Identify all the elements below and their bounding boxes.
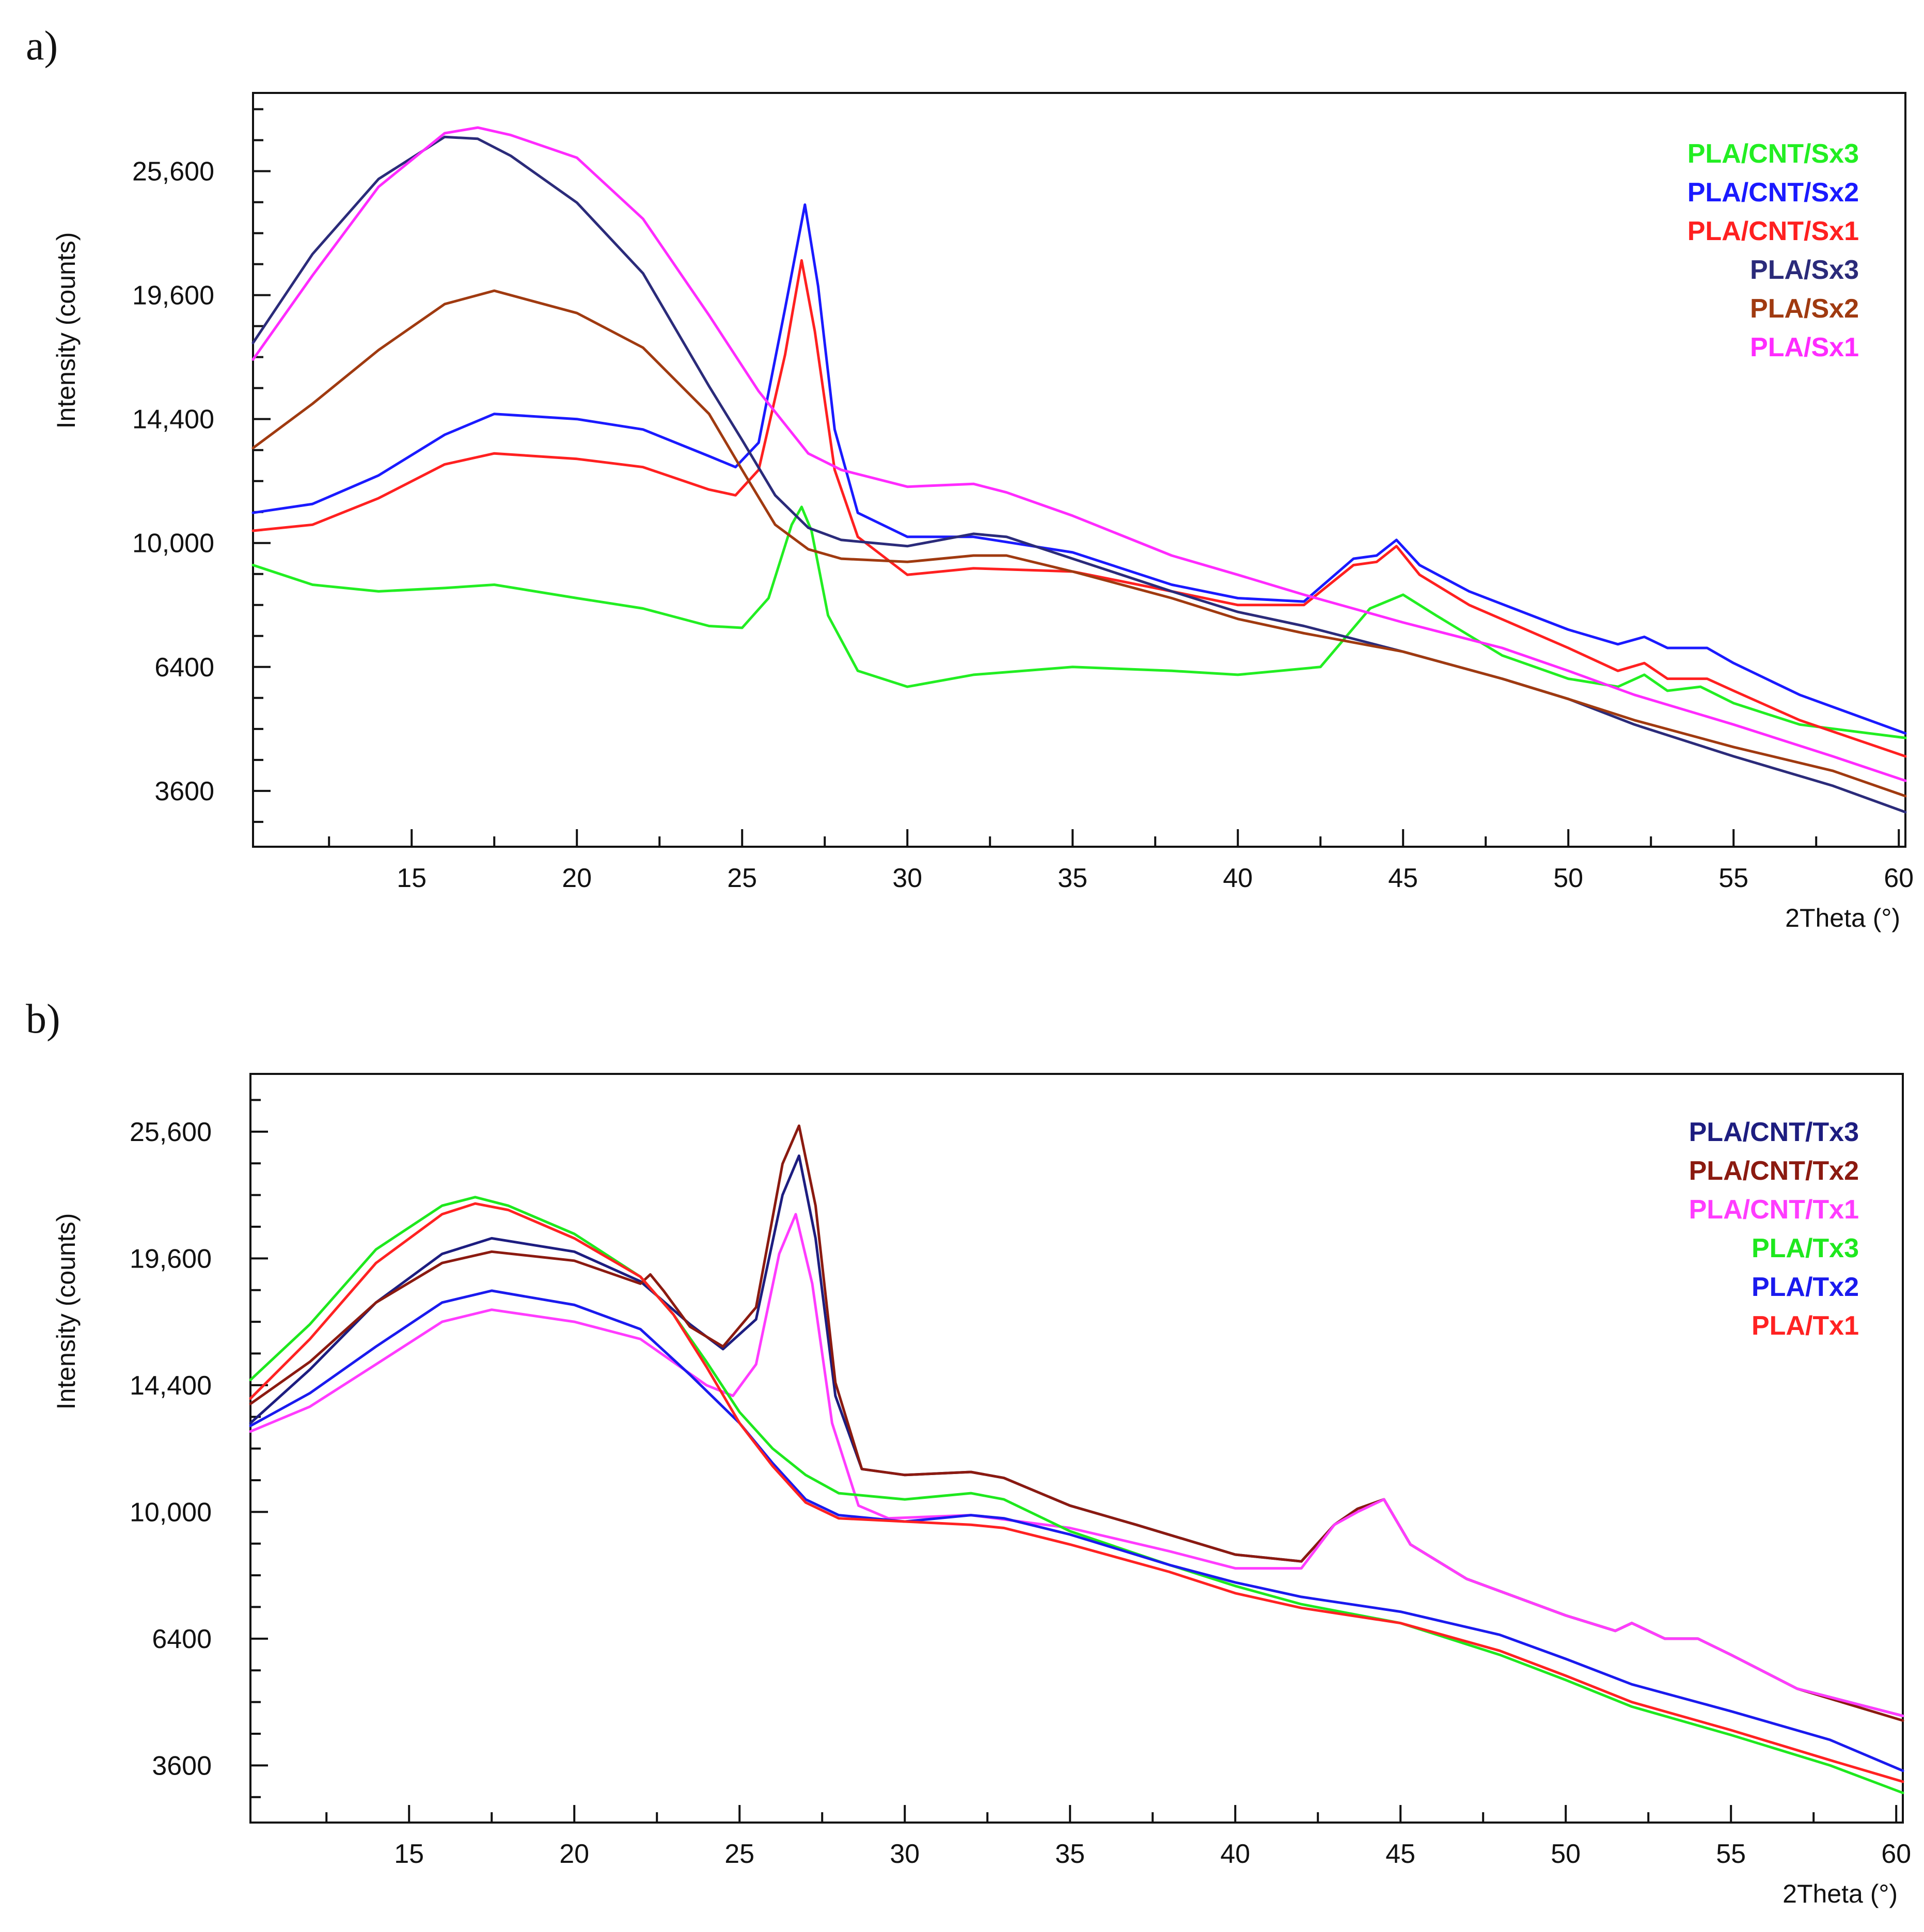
legend-entry: PLA/CNT/Sx3 (1688, 139, 1859, 169)
y-tick-label: 3600 (154, 777, 214, 806)
x-tick-label: 60 (1881, 1839, 1911, 1869)
y-tick-label: 14,400 (130, 1371, 212, 1401)
legend-entry: PLA/CNT/Tx3 (1689, 1117, 1859, 1147)
y-tick-label: 25,600 (132, 157, 214, 187)
panel-label: a) (26, 23, 58, 69)
x-tick-label: 25 (727, 863, 757, 893)
plot-area (249, 1073, 1904, 1824)
x-tick-label: 20 (559, 1839, 589, 1869)
y-tick-label: 25,600 (130, 1117, 212, 1147)
series-line-pla-tx3 (249, 1196, 1904, 1794)
legend: PLA/CNT/Tx3 PLA/CNT/Tx2 PLA/CNT/Tx1 PLA/Tx3… (1689, 1117, 1859, 1341)
chart-panel-a: a) 15 20 25 30 35 40 45 50 55 60 2Theta (°) 3600 6400… (26, 23, 1914, 932)
legend-entry: PLA/Sx3 (1750, 255, 1859, 285)
legend-entry: PLA/Tx2 (1752, 1272, 1859, 1302)
legend-entry: PLA/CNT/Sx1 (1688, 216, 1859, 246)
series-line-pla-cnt-sx3 (251, 505, 1907, 739)
y-tick-label: 19,600 (132, 281, 214, 311)
y-tick-label: 10,000 (132, 529, 214, 559)
y-tick-label: 6400 (152, 1624, 212, 1654)
y-axis-title: Intensity (counts) (52, 232, 81, 429)
y-tick-label: 14,400 (132, 405, 214, 435)
x-tick-label: 15 (397, 863, 427, 893)
legend-entry: PLA/Sx1 (1750, 332, 1859, 362)
x-tick-label: 45 (1385, 1839, 1415, 1869)
x-tick-label: 50 (1553, 863, 1583, 893)
x-tick-label: 50 (1551, 1839, 1581, 1869)
legend-entry: PLA/CNT/Tx1 (1689, 1195, 1859, 1225)
series-line-pla-cnt-sx2 (251, 203, 1907, 735)
y-tick-label: 19,600 (130, 1244, 212, 1274)
x-axis-title: 2Theta (°) (1785, 904, 1900, 932)
series-line-pla-tx1 (249, 1202, 1904, 1783)
x-tick-label: 15 (394, 1839, 424, 1869)
y-tick-label: 6400 (154, 653, 214, 683)
legend-entry: PLA/CNT/Sx2 (1688, 178, 1859, 208)
chart-panel-b: b) 15 20 25 30 35 40 45 50 55 60 2Theta (°) 3600 6400… (26, 996, 1911, 1908)
y-tick-label: 3600 (152, 1751, 212, 1781)
x-tick-label: 30 (892, 863, 922, 893)
x-tick-label: 60 (1884, 863, 1914, 893)
series-line-pla-sx2 (251, 289, 1907, 798)
legend: PLA/CNT/Sx3 PLA/CNT/Sx2 PLA/CNT/Sx1 PLA/Sx3… (1688, 139, 1859, 362)
x-tick-label: 55 (1716, 1839, 1746, 1869)
legend-entry: PLA/CNT/Tx2 (1689, 1156, 1859, 1186)
y-tick-label: 10,000 (130, 1497, 212, 1527)
x-tick-label: 45 (1388, 863, 1418, 893)
series-lines (251, 126, 1907, 814)
panel-label: b) (26, 996, 60, 1042)
x-tick-label: 25 (724, 1839, 754, 1869)
series-line-pla-tx2 (249, 1289, 1904, 1772)
series-line-pla-sx1 (251, 126, 1907, 782)
x-tick-label: 35 (1058, 863, 1087, 893)
series-line-pla-cnt-sx1 (251, 259, 1907, 758)
x-tick-label: 55 (1718, 863, 1748, 893)
y-axis-title: Intensity (counts) (52, 1213, 81, 1410)
x-tick-label: 35 (1055, 1839, 1085, 1869)
x-tick-label: 30 (890, 1839, 920, 1869)
legend-entry: PLA/Tx3 (1752, 1233, 1859, 1263)
x-tick-label: 40 (1220, 1839, 1250, 1869)
plot-area (252, 92, 1906, 848)
x-tick-label: 20 (562, 863, 592, 893)
series-lines (249, 1124, 1904, 1794)
x-axis-title: 2Theta (°) (1783, 1879, 1898, 1908)
legend-entry: PLA/Tx1 (1752, 1311, 1859, 1341)
x-tick-label: 40 (1223, 863, 1253, 893)
legend-entry: PLA/Sx2 (1750, 294, 1859, 324)
